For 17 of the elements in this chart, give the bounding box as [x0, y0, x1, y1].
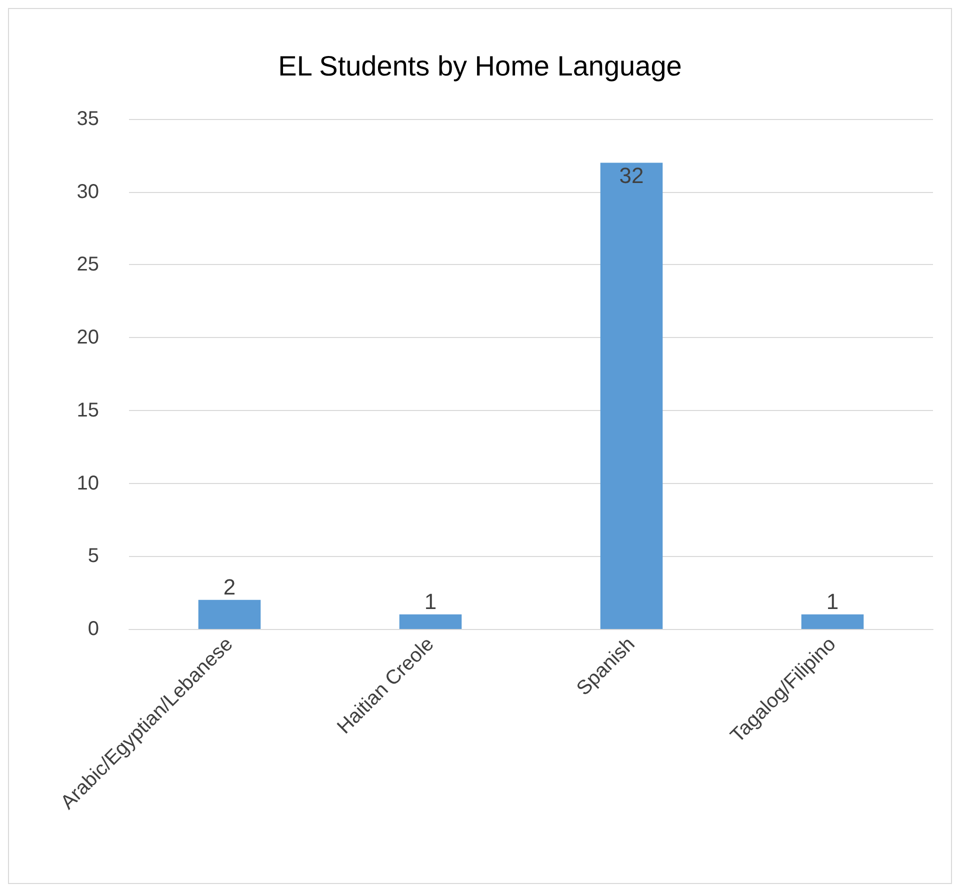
y-tick-label: 10: [76, 472, 99, 494]
y-tick-label: 30: [76, 180, 99, 203]
bar: [399, 614, 462, 629]
bar: [198, 600, 261, 629]
y-tick-label: 0: [88, 618, 99, 640]
chart-title: EL Students by Home Language: [278, 50, 682, 82]
bar: [600, 162, 663, 629]
y-tick-label: 20: [76, 326, 99, 349]
data-label: 1: [826, 588, 839, 614]
y-tick-label: 25: [76, 254, 99, 276]
data-label: 1: [424, 588, 437, 614]
data-label: 32: [619, 163, 644, 188]
data-label: 2: [223, 574, 236, 600]
y-tick-label: 15: [76, 399, 99, 422]
bar: [801, 614, 864, 629]
y-tick-label: 5: [88, 545, 99, 568]
y-tick-label: 35: [76, 108, 99, 130]
